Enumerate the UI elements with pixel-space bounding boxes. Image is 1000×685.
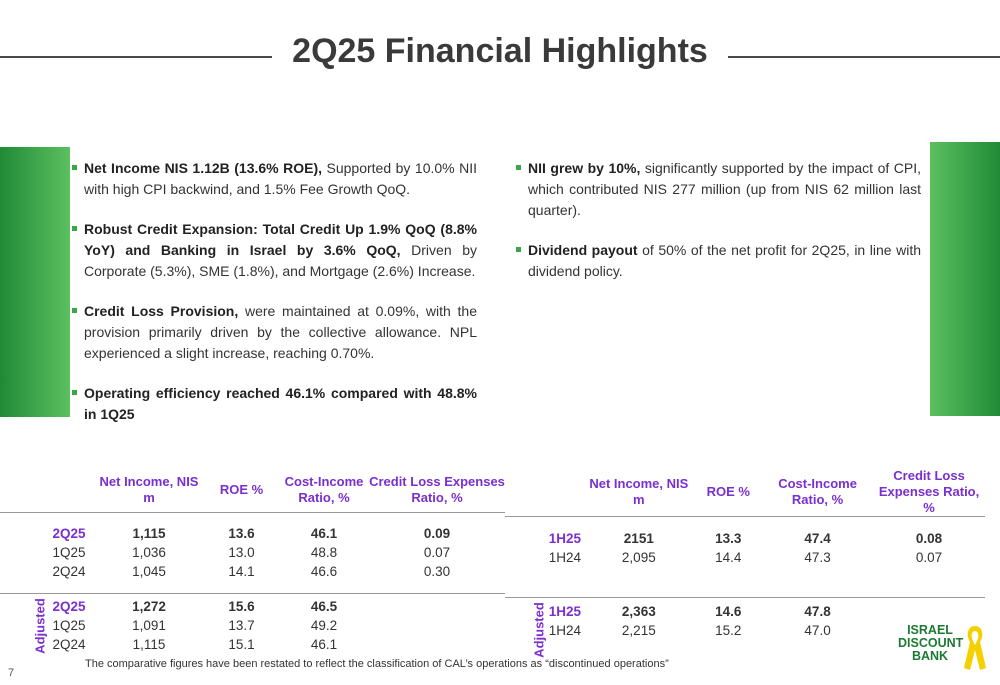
header-net-income: Net Income, NIS m xyxy=(99,473,199,505)
israel-discount-bank-logo: ISRAEL DISCOUNT BANK xyxy=(898,622,988,678)
header-roe: ROE % xyxy=(219,481,264,497)
half-year-metrics-table: Net Income, NIS m ROE % Cost-Income Rati… xyxy=(505,468,985,659)
bullet-dividend: Dividend payout of 50% of the net profit… xyxy=(516,240,921,282)
yellow-ribbon-icon xyxy=(964,626,986,670)
highlights-list-left: Net Income NIS 1.12B (13.6% ROE), Suppor… xyxy=(72,158,477,444)
bullet-nii: NII grew by 10%, significantly supported… xyxy=(516,158,921,221)
highlights-list-right: NII grew by 10%, significantly supported… xyxy=(516,158,921,301)
green-side-bar-right xyxy=(930,142,1000,416)
bullet-net-income: Net Income NIS 1.12B (13.6% ROE), Suppor… xyxy=(72,158,477,200)
page-title: 2Q25 Financial Highlights xyxy=(292,32,708,70)
table-row: 2Q24 1,045 14.1 46.6 0.30 xyxy=(52,564,451,579)
quarterly-metrics-table: Net Income, NIS m ROE % Cost-Income Rati… xyxy=(0,468,505,654)
page-number: 7 xyxy=(8,667,15,679)
table-row: 2Q25 1,115 13.6 46.1 0.09 xyxy=(52,526,451,541)
table-row: 1H24 2,095 14.4 47.3 0.07 xyxy=(548,549,943,565)
header-cost-income: Cost-Income Ratio, % xyxy=(284,473,364,505)
table-row: Adjusted 1H25 2,363 14.6 47.8 xyxy=(531,602,831,658)
table-row: Adjusted 2Q25 1,272 15.6 46.5 xyxy=(32,597,338,654)
header-net-income: Net Income, NIS m xyxy=(589,476,689,507)
title-rule-right xyxy=(728,56,1000,58)
table-row: 1Q25 1,091 13.7 49.2 xyxy=(52,618,338,633)
bullet-credit-expansion: Robust Credit Expansion: Total Credit Up… xyxy=(72,219,477,282)
header-credit-loss: Credit Loss Expenses Ratio, % xyxy=(369,473,505,505)
header-cost-income: Cost-Income Ratio, % xyxy=(778,476,857,507)
table-row: 1H25 2151 13.3 47.4 0.08 xyxy=(548,530,943,546)
header-credit-loss: Credit Loss Expenses Ratio, % xyxy=(878,468,980,515)
table-row: 1Q25 1,036 13.0 48.8 0.07 xyxy=(52,545,451,560)
title-rule-left xyxy=(0,56,272,58)
adjusted-label: Adjusted xyxy=(32,597,48,654)
table-row: 1H24 2,215 15.2 47.0 xyxy=(548,622,831,638)
bullet-credit-loss: Credit Loss Provision, were maintained a… xyxy=(72,301,477,364)
bullet-operating-efficiency: Operating efficiency reached 46.1% compa… xyxy=(72,383,477,425)
footnote: The comparative figures have been restat… xyxy=(85,658,669,670)
green-side-bar-left xyxy=(0,147,70,417)
adjusted-label: Adjusted xyxy=(531,602,547,658)
header-roe: ROE % xyxy=(706,484,750,499)
table-row: 2Q24 1,115 15.1 46.1 xyxy=(52,637,338,652)
